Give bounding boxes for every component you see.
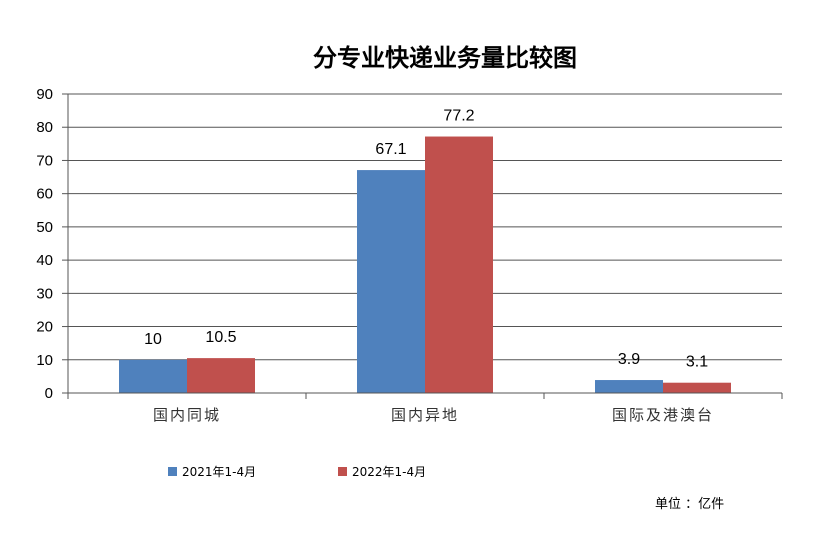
bar <box>187 358 255 393</box>
y-tick-label: 60 <box>36 186 53 203</box>
y-tick-label: 40 <box>36 252 53 269</box>
category-label: 国内同城 <box>153 406 221 424</box>
data-label: 3.9 <box>618 351 640 368</box>
legend-swatch <box>168 467 177 476</box>
legend-label: 2022年1-4月 <box>352 465 426 479</box>
y-tick-label: 80 <box>36 119 53 136</box>
y-tick-label: 30 <box>36 285 53 302</box>
bar <box>663 382 731 393</box>
y-tick-label: 70 <box>36 152 53 169</box>
unit-label: 单位 ：亿件 <box>655 497 724 512</box>
bar <box>425 136 493 393</box>
axes <box>67 94 783 399</box>
data-label: 10 <box>144 331 162 348</box>
category-label: 国际及港澳台 <box>612 406 714 424</box>
y-tick-label: 20 <box>36 319 53 336</box>
data-label: 67.1 <box>375 141 406 158</box>
data-label: 10.5 <box>205 329 236 346</box>
data-labels: 10 10.5 67.1 77.2 3.9 3.1 <box>144 108 708 371</box>
chart-title: 分专业快递业务量比较图 <box>313 44 577 72</box>
data-label: 3.1 <box>686 354 708 371</box>
y-tick-label: 10 <box>36 352 53 369</box>
data-label: 77.2 <box>443 108 474 125</box>
bar <box>357 170 425 393</box>
y-axis-ticks: 0 10 20 30 40 50 60 70 80 90 <box>36 86 68 402</box>
bar <box>595 380 663 393</box>
y-tick-label: 50 <box>36 219 53 236</box>
bar <box>119 359 187 393</box>
y-tick-label: 0 <box>45 385 53 402</box>
bars <box>119 136 731 393</box>
legend-label: 2021年1-4月 <box>182 465 256 479</box>
x-axis-categories: 国内同城 国内异地 国际及港澳台 <box>153 406 714 424</box>
legend-swatch <box>338 467 347 476</box>
y-tick-label: 90 <box>36 86 53 103</box>
category-label: 国内异地 <box>391 406 459 424</box>
legend: 2021年1-4月 2022年1-4月 <box>168 465 426 479</box>
